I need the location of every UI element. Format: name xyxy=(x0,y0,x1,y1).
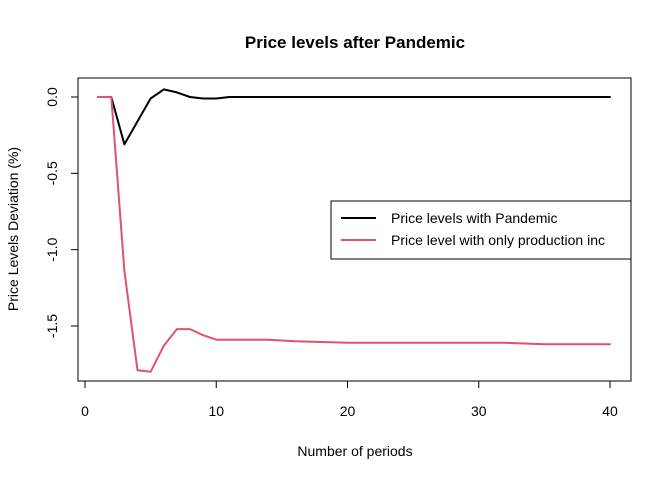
series-line-0 xyxy=(97,88,611,146)
y-tick-label: 0.0 xyxy=(44,87,60,107)
legend: Price levels with Pandemic Price level w… xyxy=(330,200,632,260)
legend-label-production: Price level with only production inc xyxy=(391,232,605,248)
y-tick-label: -1.5 xyxy=(44,314,60,338)
series-layer xyxy=(97,88,611,373)
x-tick-label: 20 xyxy=(340,403,356,419)
x-tick-label: 40 xyxy=(602,403,618,419)
legend-box xyxy=(330,200,632,260)
y-axis: 0.0 -0.5 -1.0 -1.5 xyxy=(44,87,79,338)
x-tick-label: 30 xyxy=(471,403,487,419)
y-axis-label: Price Levels Deviation (%) xyxy=(5,147,21,311)
y-tick-label: -0.5 xyxy=(44,161,60,185)
x-tick-label: 10 xyxy=(208,403,224,419)
plot-frame xyxy=(77,77,632,382)
x-axis-label: Number of periods xyxy=(297,443,412,459)
x-axis: 0 10 20 30 40 xyxy=(81,380,618,419)
y-tick-label: -1.0 xyxy=(44,237,60,261)
x-tick-label: 0 xyxy=(81,403,89,419)
legend-label-pandemic: Price levels with Pandemic xyxy=(391,210,558,226)
series-line-1 xyxy=(97,96,611,373)
chart-title: Price levels after Pandemic xyxy=(245,33,465,52)
